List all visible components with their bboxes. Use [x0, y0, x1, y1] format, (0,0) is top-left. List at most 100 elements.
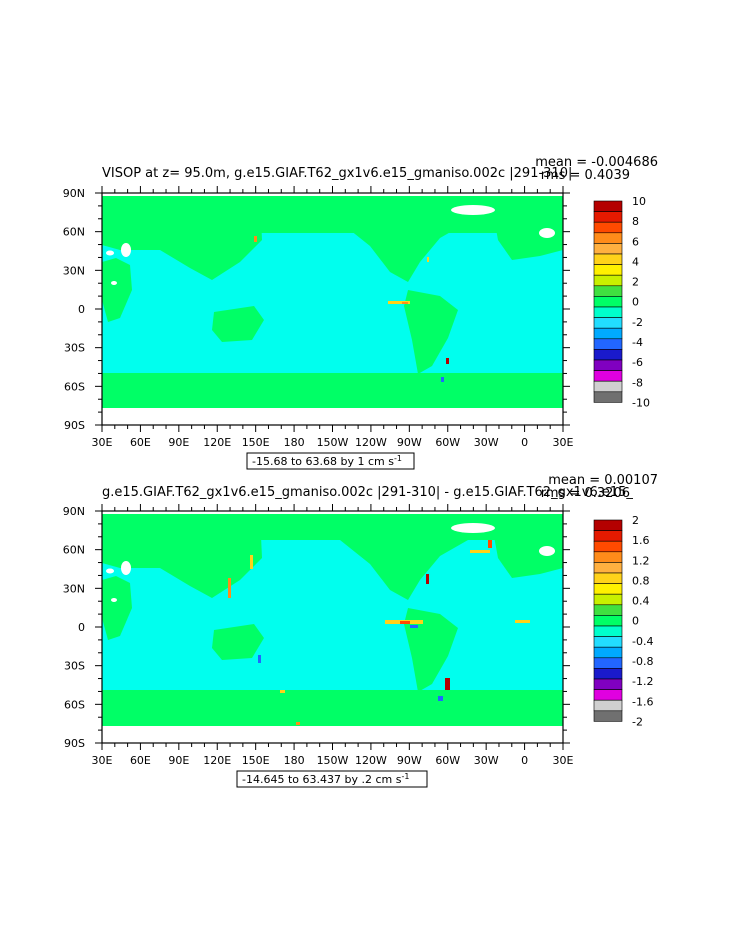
x-tick-label: 30W — [474, 754, 499, 767]
x-tick-label: 30E — [553, 436, 574, 449]
y-tick-label: 0 — [78, 303, 85, 316]
y-tick-label: 30S — [64, 660, 85, 673]
x-tick-label: 90W — [397, 436, 422, 449]
range-label-box: -14.645 to 63.437 by .2 cm s-1 — [236, 770, 428, 788]
x-tick-label: 90E — [168, 436, 189, 449]
anomaly-equator-blue — [410, 625, 418, 628]
colorbar-swatch — [593, 636, 623, 648]
colorbar-label: 2 — [632, 514, 639, 527]
colorbar: 10 8 6 4 2 0 -2 -4 -6 -8 -10 — [593, 195, 650, 409]
x-tick-label: 0 — [521, 436, 528, 449]
y-tick-label: 30N — [63, 264, 85, 277]
land-antarctica — [102, 704, 563, 728]
colorbar-swatch — [593, 380, 623, 393]
y-tick-label: 90S — [64, 737, 85, 750]
y-tick-label: 60N — [63, 544, 85, 557]
colorbar-swatch — [593, 657, 623, 669]
land-australia — [212, 624, 264, 660]
land-australia — [212, 306, 264, 342]
x-tick-label: 180 — [284, 754, 305, 767]
stat-rms: rms = 0.3206 — [541, 486, 630, 501]
missing-north-strip — [102, 511, 563, 514]
colorbar-swatch — [593, 593, 623, 606]
colorbar-swatch — [593, 221, 623, 234]
land-africa — [102, 576, 132, 640]
missing-hudson — [539, 228, 555, 238]
anomaly-equator-red — [402, 302, 408, 304]
x-tick-label: 90W — [397, 754, 422, 767]
colorbar-swatch — [593, 211, 623, 223]
missing-caspian — [121, 561, 131, 575]
x-tick-label: 0 — [521, 754, 528, 767]
colorbar-swatch — [593, 232, 623, 244]
missing-greenland — [451, 205, 495, 215]
x-tick-label: 30E — [92, 754, 113, 767]
missing-hudson — [539, 546, 555, 556]
missing-black-sea — [106, 568, 114, 574]
colorbar-swatch — [593, 317, 623, 329]
anomaly-gulf — [427, 257, 429, 262]
y-axis: 90N 60N 30N 0 30S 60S 90S — [63, 187, 570, 432]
colorbar-swatch — [593, 604, 623, 616]
colorbar-swatch — [593, 668, 623, 680]
colorbar-label: 0 — [632, 296, 639, 309]
missing-north-strip — [102, 193, 563, 196]
stat-mean: mean = 0.00107 — [548, 473, 658, 488]
colorbar-swatch — [593, 370, 623, 382]
x-tick-label: 120E — [203, 754, 231, 767]
colorbar-label: 4 — [632, 255, 639, 268]
x-tick-label: 60E — [130, 754, 151, 767]
colorbar-label: 0.4 — [632, 595, 650, 608]
x-tick-label: 120W — [355, 754, 387, 767]
x-tick-label: 150E — [242, 436, 270, 449]
stat-mean: mean = -0.004686 — [535, 155, 658, 170]
colorbar-swatch — [593, 689, 623, 701]
colorbar-swatch — [593, 264, 623, 276]
anomaly-south-atl-blue — [441, 377, 444, 382]
colorbar-swatch — [593, 200, 623, 212]
y-tick-label: 90N — [63, 187, 85, 200]
anomaly-south-atl-blue — [438, 696, 443, 701]
colorbar-label: -0.8 — [632, 655, 653, 668]
colorbar-swatch — [593, 519, 623, 531]
land-south-america — [404, 608, 458, 692]
colorbar-swatch — [593, 699, 623, 712]
colorbar-swatch — [593, 391, 623, 403]
colorbar-label: 6 — [632, 235, 639, 248]
colorbar-label: -2 — [632, 715, 643, 728]
anomaly-kuroshio — [254, 236, 257, 242]
x-tick-label: 30W — [474, 436, 499, 449]
map-field — [102, 193, 563, 425]
y-tick-label: 60S — [64, 380, 85, 393]
anomaly-north-atl — [488, 540, 492, 548]
panel-top: VISOP at z= 95.0m, g.e15.GIAF.T62_gx1v6.… — [63, 155, 658, 470]
missing-aral — [111, 281, 117, 285]
y-tick-label: 30S — [64, 342, 85, 355]
anomaly-atlantic — [426, 574, 429, 584]
colorbar-label: -0.4 — [632, 635, 653, 648]
colorbar-label: -6 — [632, 356, 643, 369]
x-tick-label: 60E — [130, 436, 151, 449]
y-tick-label: 90S — [64, 419, 85, 432]
anomaly-south-pac — [258, 655, 261, 663]
x-tick-label: 150E — [242, 754, 270, 767]
colorbar-swatch — [593, 625, 623, 637]
colorbar-swatch — [593, 253, 623, 265]
anomaly-kuroshio-2 — [250, 555, 253, 569]
land-north-america — [330, 196, 470, 282]
anomaly-kuroshio — [228, 578, 231, 598]
anomaly-gulf-stream — [470, 550, 490, 553]
x-tick-label: 120E — [203, 436, 231, 449]
colorbar-swatch — [593, 562, 623, 574]
colorbar-swatch — [593, 551, 623, 563]
colorbar-label: -2 — [632, 316, 643, 329]
missing-south — [102, 408, 563, 425]
land-africa — [102, 258, 132, 322]
x-tick-label: 150W — [317, 754, 349, 767]
range-label-box: -15.68 to 63.68 by 1 cm s-1 — [246, 452, 415, 470]
x-tick-label: 90E — [168, 754, 189, 767]
anomaly-east-eq — [515, 620, 530, 623]
land-south-america — [404, 290, 458, 374]
colorbar-swatch — [593, 349, 623, 361]
colorbar-label: -8 — [632, 376, 643, 389]
